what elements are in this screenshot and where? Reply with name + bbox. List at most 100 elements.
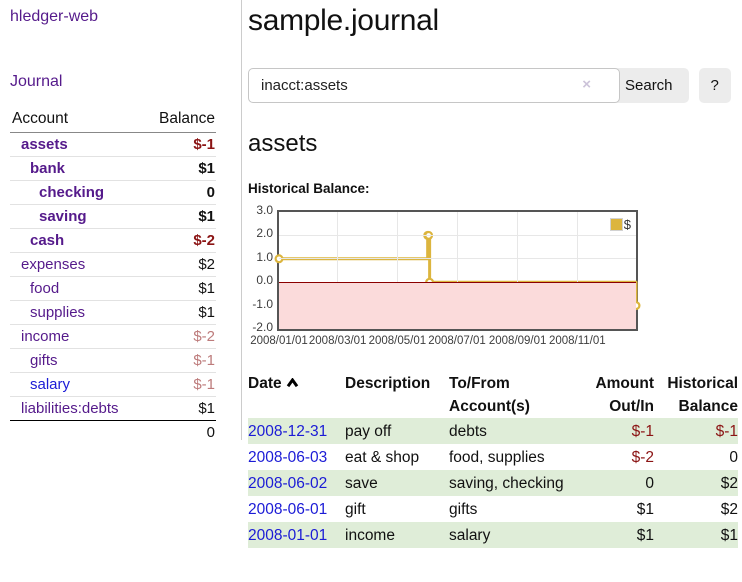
account-row: checking 0 [10, 180, 216, 205]
account-row: expenses $2 [10, 252, 216, 277]
register-date-link[interactable]: 2008-06-02 [248, 475, 328, 492]
sidebar-account-link-liabilities-debts[interactable]: liabilities:debts [21, 400, 119, 417]
main-content: sample.journal × Search ? assets Histori… [248, 0, 738, 548]
account-balance: $1 [143, 156, 216, 181]
register-description: income [345, 527, 395, 544]
register-description: gift [345, 501, 366, 518]
y-axis-tick: 3.0 [256, 203, 273, 217]
y-axis-tick: 2.0 [256, 226, 273, 241]
register-header-accounts: To/From Account(s) [449, 375, 530, 415]
account-balance: $-1 [143, 372, 216, 397]
account-heading: assets [248, 130, 318, 157]
register-balance: $2 [720, 475, 738, 492]
x-axis-tick: 2008/11/01 [548, 335, 606, 347]
sidebar-item-journal[interactable]: Journal [10, 73, 63, 90]
v-gridline [517, 212, 519, 329]
sidebar-account-link-bank[interactable]: bank [30, 160, 66, 177]
account-balance: $2 [143, 252, 216, 277]
negative-region [279, 282, 636, 329]
app-title-link[interactable]: hledger-web [10, 8, 99, 25]
sidebar-account-link-food[interactable]: food [30, 280, 60, 297]
sidebar-account-link-gifts[interactable]: gifts [30, 352, 58, 369]
sidebar: hledger-web Journal Account Balance asse… [0, 0, 242, 444]
h-gridline [279, 234, 636, 236]
register-header-amount: Amount Out/In [595, 375, 654, 415]
clear-search-icon[interactable]: × [582, 76, 591, 93]
sidebar-account-link-assets[interactable]: assets [21, 136, 68, 153]
accounts-total-row: 0 [10, 420, 216, 444]
account-row: bank $1 [10, 156, 216, 181]
account-balance: $1 [143, 204, 216, 229]
y-axis-tick: -2.0 [252, 320, 273, 334]
chart-title: Historical Balance: [248, 181, 370, 196]
accounts-total-balance: 0 [143, 420, 216, 444]
register-row: 2008-12-31 pay off debts $-1 $-1 [248, 418, 738, 444]
y-axis-tick: 1.0 [256, 249, 273, 264]
chart-plot-area: $ [274, 210, 641, 331]
v-gridline [337, 212, 339, 329]
register-date-link[interactable]: 2008-06-03 [248, 449, 328, 466]
register-description: save [345, 475, 378, 492]
sidebar-account-link-income[interactable]: income [21, 328, 70, 345]
register-description: eat & shop [345, 449, 420, 466]
register-accounts: salary [449, 527, 491, 544]
y-axis-tick: 0.0 [256, 273, 273, 288]
account-balance: $-2 [143, 228, 216, 253]
sidebar-account-link-cash[interactable]: cash [30, 232, 65, 249]
accounts-header-account: Account [10, 107, 144, 133]
register-date-link[interactable]: 2008-06-01 [248, 501, 328, 518]
register-balance: $1 [720, 527, 738, 544]
search-button[interactable]: Search [609, 68, 689, 103]
search-input[interactable] [248, 68, 620, 103]
register-accounts: gifts [449, 501, 478, 518]
account-balance: $1 [143, 396, 216, 421]
account-row: gifts $-1 [10, 348, 216, 373]
register-row: 2008-06-03 eat & shop food, supplies $-2 0 [248, 444, 738, 470]
y-axis-tick: -1.0 [252, 296, 273, 311]
account-row: cash $-2 [10, 228, 216, 253]
h-gridline [279, 258, 636, 260]
sort-ascending-icon [286, 372, 299, 395]
register-header-balance: Historical Balance [667, 375, 738, 415]
account-row: salary $-1 [10, 372, 216, 397]
v-gridline [576, 212, 578, 329]
account-balance: $1 [143, 300, 216, 325]
register-row: 2008-01-01 income salary $1 $1 [248, 522, 738, 548]
legend-swatch [609, 218, 623, 231]
zero-line [279, 281, 636, 283]
register-accounts: debts [449, 423, 487, 440]
register-balance: $-1 [715, 423, 738, 440]
account-row: food $1 [10, 276, 216, 301]
x-axis-tick: 2008/05/01 [368, 335, 427, 347]
help-button[interactable]: ? [698, 68, 731, 103]
sidebar-account-link-supplies[interactable]: supplies [30, 304, 86, 321]
x-axis-tick: 2008/07/01 [428, 335, 486, 347]
sidebar-account-link-salary[interactable]: salary [30, 376, 71, 393]
register-accounts: food, supplies [449, 449, 545, 466]
register-amount: 0 [645, 475, 654, 492]
x-axis-tick: 2008/01/01 [250, 335, 308, 347]
v-gridline [456, 212, 458, 329]
account-row: income $-2 [10, 324, 216, 349]
sidebar-account-link-checking[interactable]: checking [39, 184, 105, 201]
x-axis-tick: 2008/03/01 [308, 335, 367, 347]
register-header-description: Description [345, 375, 431, 392]
register-date-link[interactable]: 2008-01-01 [248, 527, 328, 544]
register-amount: $1 [636, 527, 654, 544]
sidebar-account-link-saving[interactable]: saving [39, 208, 87, 225]
account-row: assets $-1 [10, 133, 216, 157]
register-description: pay off [345, 423, 392, 440]
account-balance: $-2 [143, 324, 216, 349]
register-amount: $-1 [631, 423, 654, 440]
v-gridline [396, 212, 398, 329]
register-row: 2008-06-01 gift gifts $1 $2 [248, 496, 738, 522]
sidebar-account-link-expenses[interactable]: expenses [21, 256, 86, 273]
accounts-table: Account Balance assets $-1 bank $1 checking 0… [10, 107, 216, 444]
legend-label: $ [623, 217, 631, 232]
register-balance: 0 [729, 449, 738, 466]
account-row: saving $1 [10, 204, 216, 229]
register-header-date[interactable]: Date [248, 372, 345, 418]
balance-chart: $ 3.0 2.0 1.0 0.0 -1.0 -2.0 2008/01/01 2008/03… [248, 203, 738, 358]
register-date-link[interactable]: 2008-12-31 [248, 423, 328, 440]
register-amount: $1 [636, 501, 654, 518]
